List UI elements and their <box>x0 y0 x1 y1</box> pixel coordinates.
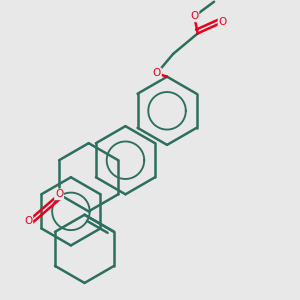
Text: O: O <box>55 189 63 199</box>
Text: O: O <box>218 17 227 27</box>
Text: O: O <box>24 216 32 226</box>
Text: O: O <box>153 68 161 78</box>
Text: O: O <box>190 11 198 21</box>
